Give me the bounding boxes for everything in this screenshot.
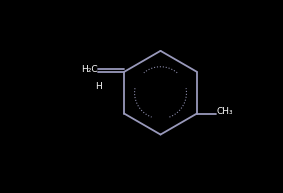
Text: CH₃: CH₃ (217, 107, 233, 116)
Text: H: H (95, 82, 102, 91)
Text: H₂C: H₂C (81, 65, 97, 74)
